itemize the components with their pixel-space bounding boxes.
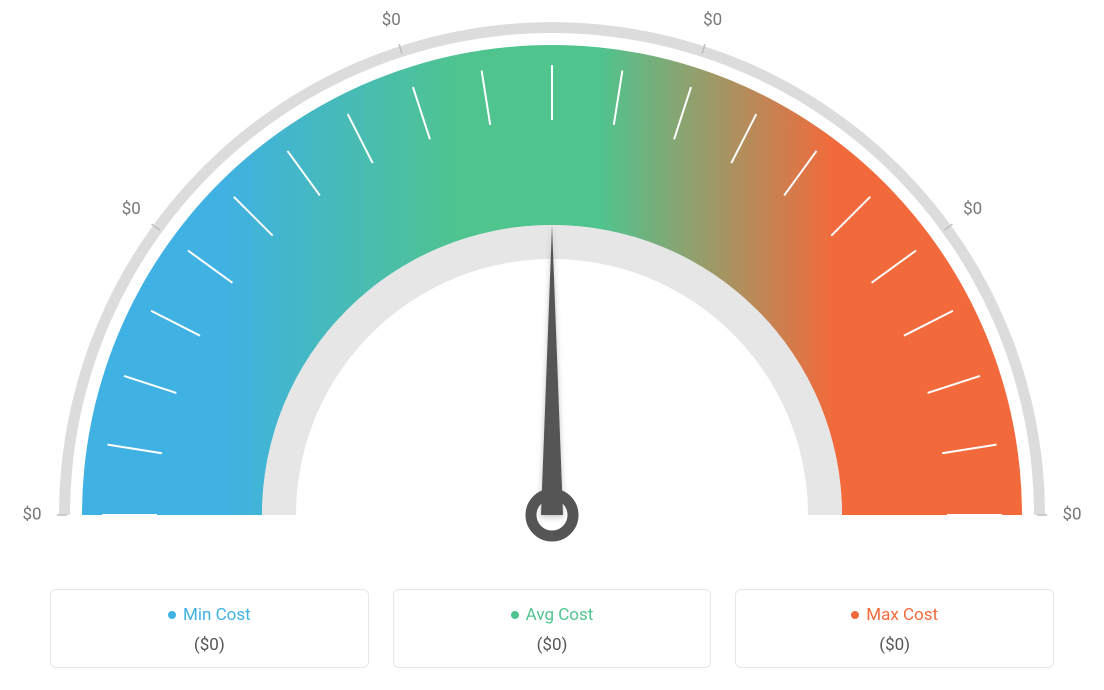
legend-value-avg: ($0) (404, 635, 701, 655)
svg-text:$0: $0 (382, 10, 401, 30)
legend-card-min: Min Cost ($0) (50, 589, 369, 668)
svg-text:$0: $0 (963, 199, 982, 219)
svg-text:$0: $0 (22, 504, 41, 524)
gauge-svg: $0 $0 $0 $0 $0 $0 (22, 0, 1082, 560)
svg-text:$0: $0 (1062, 504, 1081, 524)
svg-text:$0: $0 (122, 199, 141, 219)
legend-dot-max (851, 611, 859, 619)
legend-dot-min (168, 611, 176, 619)
gauge-chart: $0 $0 $0 $0 $0 $0 (22, 0, 1082, 560)
svg-text:$0: $0 (703, 10, 722, 30)
legend-label-max: Max Cost (866, 605, 938, 625)
legend-dot-avg (511, 611, 519, 619)
legend-value-max: ($0) (746, 635, 1043, 655)
legend-title-avg: Avg Cost (511, 605, 594, 625)
legend-label-avg: Avg Cost (526, 605, 594, 625)
legend-value-min: ($0) (61, 635, 358, 655)
legend-title-max: Max Cost (851, 605, 938, 625)
legend-title-min: Min Cost (168, 605, 251, 625)
legend-label-min: Min Cost (183, 605, 251, 625)
legend-card-avg: Avg Cost ($0) (393, 589, 712, 668)
legend-row: Min Cost ($0) Avg Cost ($0) Max Cost ($0… (0, 589, 1104, 668)
legend-card-max: Max Cost ($0) (735, 589, 1054, 668)
